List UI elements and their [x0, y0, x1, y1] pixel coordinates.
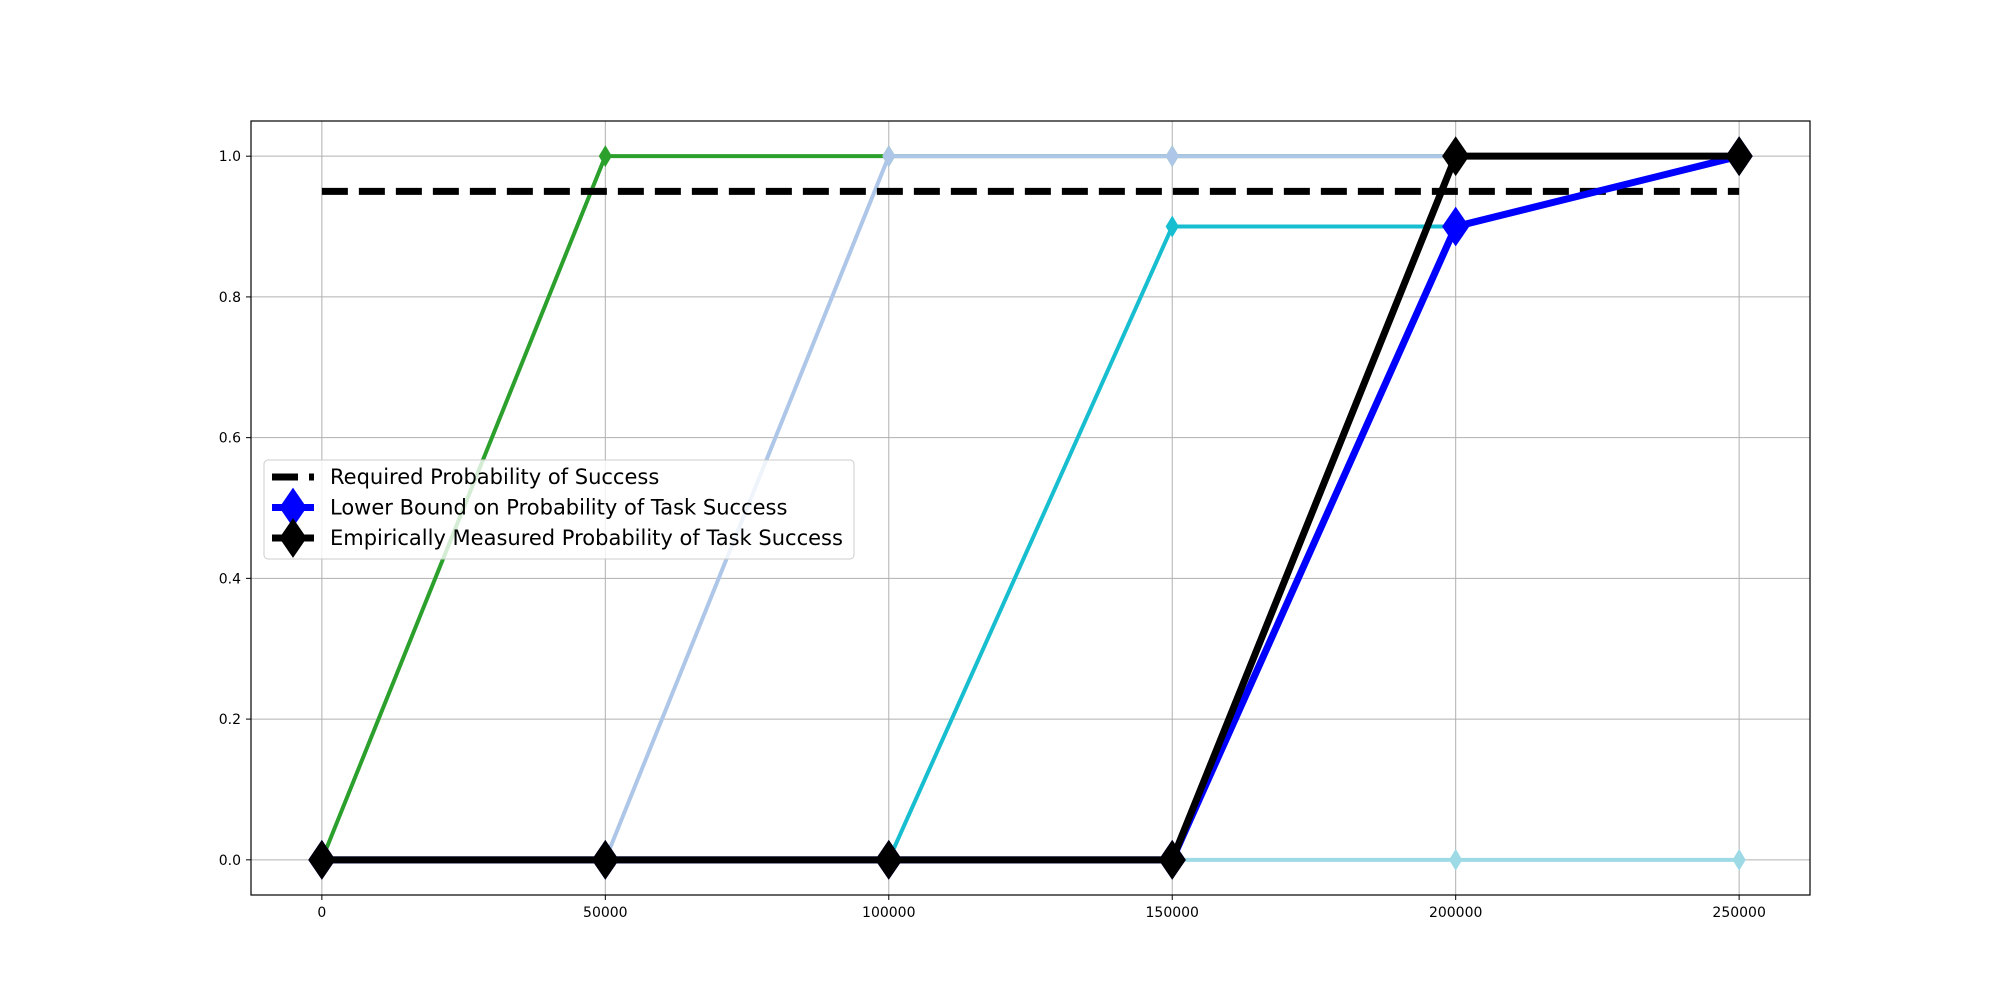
y-tick-label: 0.4: [219, 571, 241, 587]
axes-frame: [250, 120, 1811, 896]
x-tick-label: 50000: [583, 905, 628, 921]
series-point: [875, 839, 903, 880]
legend-entry: Lower Bound on Probability of Task Succe…: [272, 487, 787, 528]
series-point: [1165, 145, 1179, 168]
series-point: [882, 145, 896, 168]
legend-marker: [279, 518, 307, 558]
series-point: [1449, 848, 1463, 871]
y-tick-label: 0.6: [219, 431, 241, 447]
legend-label: Empirically Measured Probability of Task…: [330, 526, 843, 550]
legend-label: Lower Bound on Probability of Task Succe…: [330, 496, 787, 520]
x-tick-label: 100000: [862, 905, 915, 921]
y-tick-label: 0.2: [219, 712, 241, 728]
legend-entry: Empirically Measured Probability of Task…: [272, 518, 843, 558]
series-point: [591, 839, 619, 880]
legend-entry: Required Probability of Success: [272, 465, 659, 489]
series-point: [308, 839, 336, 880]
y-tick-label: 0.0: [219, 853, 241, 869]
x-tick-label: 250000: [1712, 905, 1765, 921]
series-point: [1158, 839, 1186, 880]
series-point: [1725, 136, 1753, 177]
series-point: [1165, 215, 1179, 238]
legend: Required Probability of Success Lower Bou…: [263, 459, 855, 560]
legend-box: [263, 459, 855, 560]
series-point: [1732, 848, 1746, 871]
series-layer: [308, 136, 1753, 880]
tick-layer: 0 50000 100000 150000 200000 250000 0.0 0.2 0.4 0…: [219, 149, 1766, 921]
y-tick-label: 1.0: [219, 149, 241, 165]
x-tick-label: 200000: [1429, 905, 1482, 921]
series-point: [1442, 206, 1470, 247]
y-tick-label: 0.8: [219, 290, 241, 306]
x-tick-label: 0: [317, 905, 326, 921]
series-line: [321, 152, 1740, 864]
series-6: [308, 136, 1753, 880]
legend-label: Required Probability of Success: [330, 465, 659, 489]
series-point: [598, 145, 612, 168]
x-tick-label: 150000: [1146, 905, 1199, 921]
series-point: [1442, 136, 1470, 177]
